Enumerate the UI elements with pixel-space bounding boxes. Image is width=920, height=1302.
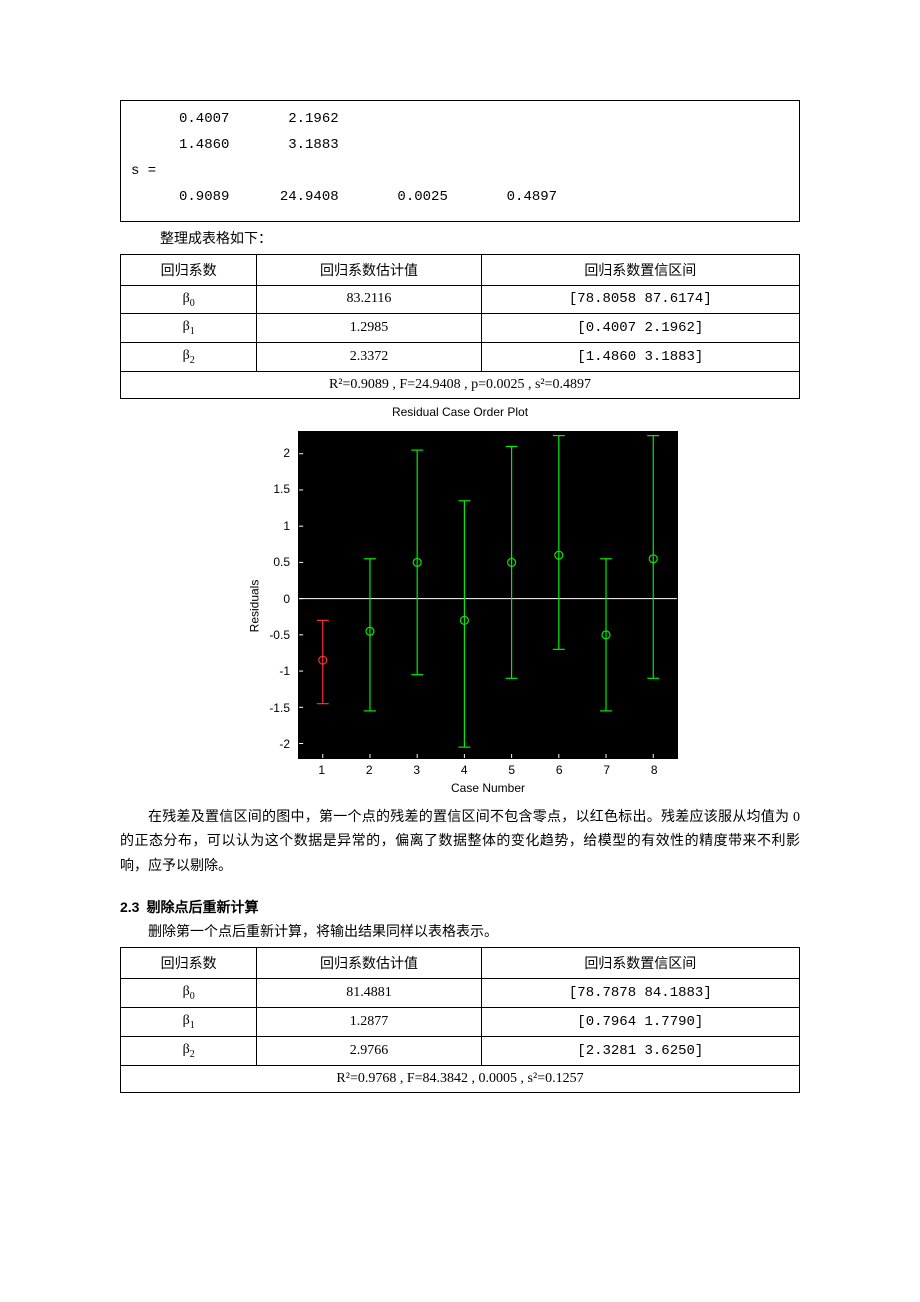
residual-plot-wrap: Residual Case Order Plot Residuals -2-1.… (120, 405, 800, 796)
section-title: 剔除点后重新计算 (146, 901, 258, 916)
plot-xticks: 12345678 (298, 763, 678, 777)
plot-yticks: -2-1.5-1-0.500.511.52 (260, 431, 294, 759)
matlab-output-box: 0.4007 2.19621.4860 3.1883s =0.9089 24.9… (120, 100, 800, 222)
regression-table-1: 回归系数回归系数估计值回归系数置信区间β083.2116[78.8058 87.… (120, 254, 800, 399)
section-number: 2.3 (120, 899, 139, 915)
regression-table-2: 回归系数回归系数估计值回归系数置信区间β081.4881[78.7878 84.… (120, 947, 800, 1092)
plot-title: Residual Case Order Plot (120, 405, 800, 419)
plot-xlabel: Case Number (298, 781, 678, 795)
analysis-paragraph: 在残差及置信区间的图中，第一个点的残差的置信区间不包含零点，以红色标出。残差应该… (120, 806, 800, 880)
table2-caption: 删除第一个点后重新计算，将输出结果同样以表格表示。 (120, 921, 800, 941)
residual-error-bars (299, 432, 677, 758)
plot-area (298, 431, 678, 759)
table1-caption: 整理成表格如下： (160, 228, 800, 248)
plot-frame: Residuals -2-1.5-1-0.500.511.52 12345678… (230, 421, 690, 791)
section-heading-2-3: 2.3 剔除点后重新计算 (120, 897, 800, 917)
